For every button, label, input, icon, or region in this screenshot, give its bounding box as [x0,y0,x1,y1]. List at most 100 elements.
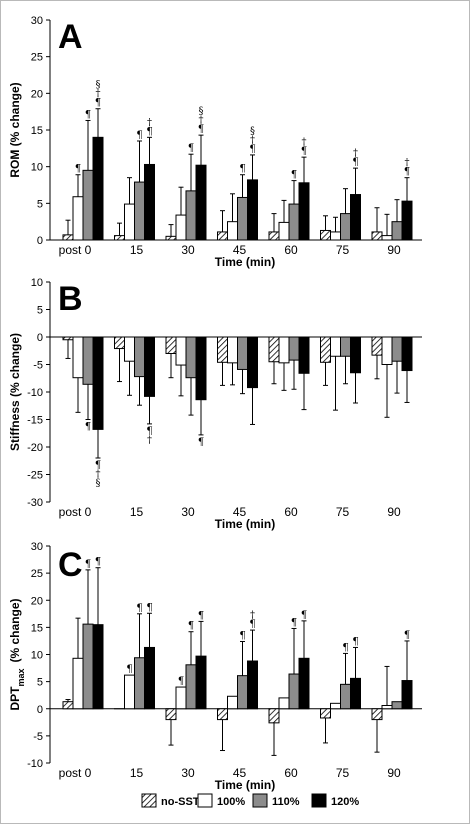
bar-120% [350,194,361,241]
bar-110% [340,336,351,357]
category-label: 30 [181,766,195,780]
y-tick-label: 5 [37,677,43,689]
bar-110% [288,336,300,361]
x-axis-title: Time (min) [215,517,275,531]
bar-120% [195,655,207,710]
legend-label: 100% [217,796,245,808]
bar-no-SST [62,336,74,341]
bar-110% [185,336,197,379]
significance-mark: § [250,126,255,137]
legend-label: no-SST [161,796,200,808]
y-tick-label: 5 [37,198,43,210]
bar-120% [195,164,207,241]
significance-mark: ¶ [75,164,81,175]
bar-100% [278,221,290,241]
significance-mark: ¶ [136,130,142,141]
significance-mark: ¶ [291,170,297,181]
bar-100% [124,336,135,362]
significance-mark: ¶ [198,124,204,135]
y-tick-label: 0 [37,704,43,716]
significance-mark: ¶ [249,619,255,630]
bar-110% [134,336,145,378]
significance-mark: ¶ [301,610,307,621]
bar-100% [72,196,84,241]
y-tick-label: -25 [27,470,43,482]
y-tick-label: 20 [31,595,43,607]
bar-110% [288,673,300,710]
significance-mark: ¶ [352,636,358,647]
bar-100% [278,697,290,710]
significance-mark: ¶ [291,617,297,628]
bar-120% [298,657,310,710]
bar-100% [175,336,187,366]
bar-110% [391,221,403,241]
category-label: 45 [233,766,247,780]
category-label: 75 [336,505,350,519]
category-label: post 0 [59,243,92,257]
legend: no-SST 100% 110% 120% [141,793,359,808]
y-tick-label: -20 [27,442,43,454]
significance-mark: ¶ [146,426,152,437]
significance-mark: † [199,115,204,126]
bar-100% [72,336,84,379]
significance-mark: † [250,610,255,621]
bar-no-SST [62,701,74,710]
bar-110% [82,623,94,710]
bar-120% [247,179,258,241]
significance-mark: ¶ [146,126,152,137]
significance-mark: ¶ [85,559,91,570]
significance-mark: † [302,137,307,148]
category-label: 90 [387,766,401,780]
bar-120% [401,200,413,241]
bar-110% [237,336,248,370]
category-label: 60 [284,505,298,519]
bar-120% [144,646,155,710]
significance-mark: ¶ [146,602,152,613]
bar-100% [381,336,393,365]
significance-mark: ¶ [136,603,142,614]
significance-mark: § [199,106,204,117]
significance-mark: ¶ [126,664,132,675]
bar-120% [247,660,258,710]
bar-100% [227,336,238,364]
bar-110% [82,336,94,385]
bar-120% [195,336,207,401]
significance-mark: ¶ [352,157,358,168]
bar-100% [330,702,341,710]
legend-label: 110% [272,796,300,808]
bar-110% [237,196,248,241]
y-tick-label: 15 [31,622,43,634]
bar-120% [401,336,413,372]
significance-mark: † [96,469,101,480]
y-tick-label: -10 [27,387,43,399]
bar-no-SST [371,708,383,721]
panel-letter: A [58,18,83,56]
y-tick-label: 0 [37,332,43,344]
bar-110% [134,657,145,710]
bar-120% [298,336,310,374]
significance-mark: ¶ [188,143,194,154]
significance-mark: ¶ [198,610,204,621]
y-tick-label: 25 [31,52,43,64]
panel-a: 0 5 10 15 20 25 30 A ROM (% change) post 0 15 30 45 6… [8,15,422,269]
bar-110% [340,683,351,710]
category-label: 60 [284,243,298,257]
legend-label: 120% [331,796,359,808]
significance-mark: † [353,148,358,159]
category-label: post 0 [59,766,92,780]
significance-mark: ¶ [178,676,184,687]
significance-mark: ¶ [95,557,101,568]
category-label: 60 [284,766,298,780]
y-axis-title: DPTmax(% change) [8,598,26,710]
y-tick-label: 5 [37,305,43,317]
bar-110% [237,675,248,710]
significance-mark: † [96,89,101,100]
bar-120% [92,624,104,710]
bar-120% [401,680,413,710]
panel-letter: C [58,546,83,584]
category-label: 75 [336,766,350,780]
bar-no-SST [114,336,125,350]
bar-120% [144,336,155,397]
bar-no-SST [114,235,125,241]
panel-b: -30 -25 -20 -15 -10 -5 0 5 10 B Stiffness (% chang… [8,277,422,531]
